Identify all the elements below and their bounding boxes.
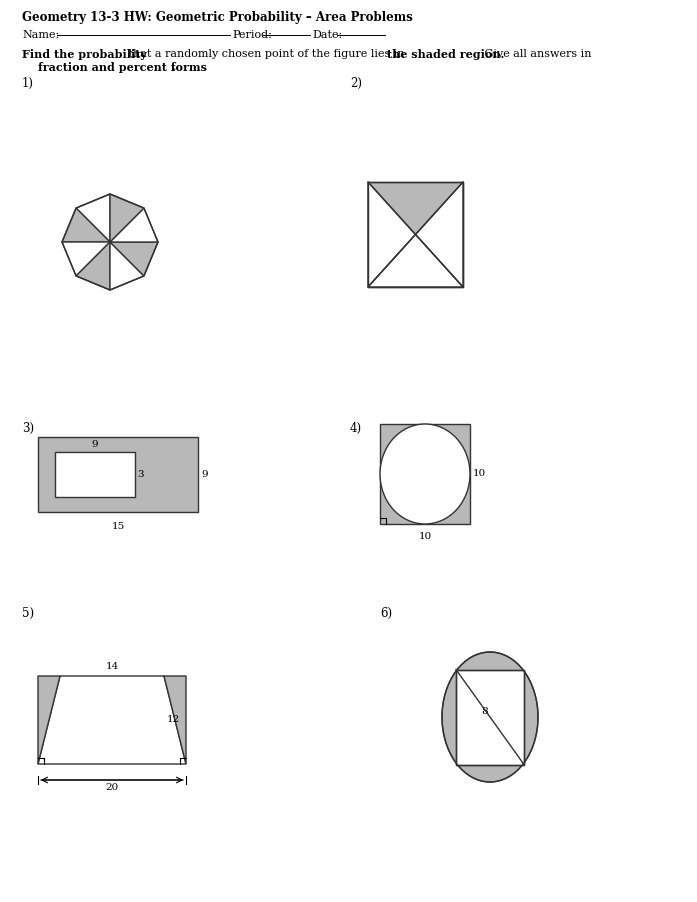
Text: 3): 3)	[22, 422, 34, 435]
Text: Give all answers in: Give all answers in	[481, 49, 592, 59]
Polygon shape	[456, 669, 524, 765]
Polygon shape	[368, 182, 463, 287]
Text: 20: 20	[105, 783, 118, 792]
Polygon shape	[164, 676, 186, 764]
Polygon shape	[62, 208, 110, 242]
Polygon shape	[368, 235, 463, 287]
Text: 9: 9	[92, 440, 98, 449]
Text: 12: 12	[167, 715, 181, 724]
Polygon shape	[38, 676, 186, 764]
Text: 1): 1)	[22, 77, 34, 90]
Ellipse shape	[442, 652, 538, 782]
Text: 5): 5)	[22, 607, 34, 620]
Polygon shape	[76, 194, 110, 242]
Text: Find the probability: Find the probability	[22, 49, 147, 60]
Text: Geometry 13-3 HW: Geometric Probability – Area Problems: Geometry 13-3 HW: Geometric Probability …	[22, 11, 413, 24]
Text: 6): 6)	[380, 607, 392, 620]
Text: 3: 3	[137, 470, 144, 479]
Text: the shaded region.: the shaded region.	[387, 49, 505, 60]
Text: 8: 8	[482, 707, 489, 716]
Polygon shape	[110, 242, 144, 290]
Polygon shape	[110, 242, 158, 276]
Polygon shape	[415, 182, 463, 287]
Text: Name:: Name:	[22, 30, 59, 40]
Polygon shape	[62, 242, 110, 276]
Polygon shape	[38, 437, 198, 512]
Text: 4): 4)	[350, 422, 362, 435]
Text: Period:: Period:	[232, 30, 272, 40]
Text: 2): 2)	[350, 77, 362, 90]
Polygon shape	[38, 676, 60, 764]
Polygon shape	[76, 242, 110, 290]
Text: Date:: Date:	[312, 30, 342, 40]
Text: 9: 9	[201, 470, 208, 479]
Text: 14: 14	[105, 662, 118, 671]
Polygon shape	[55, 452, 135, 497]
Polygon shape	[110, 208, 158, 242]
Text: that a randomly chosen point of the figure lies in: that a randomly chosen point of the figu…	[125, 49, 408, 59]
Text: 10: 10	[418, 532, 431, 541]
Text: .: .	[173, 62, 176, 72]
Polygon shape	[368, 182, 415, 287]
Polygon shape	[110, 194, 144, 242]
Text: 15: 15	[112, 522, 125, 531]
Text: fraction and percent forms: fraction and percent forms	[38, 62, 207, 73]
Ellipse shape	[380, 424, 470, 524]
Text: 10: 10	[473, 470, 487, 478]
Polygon shape	[380, 424, 470, 524]
